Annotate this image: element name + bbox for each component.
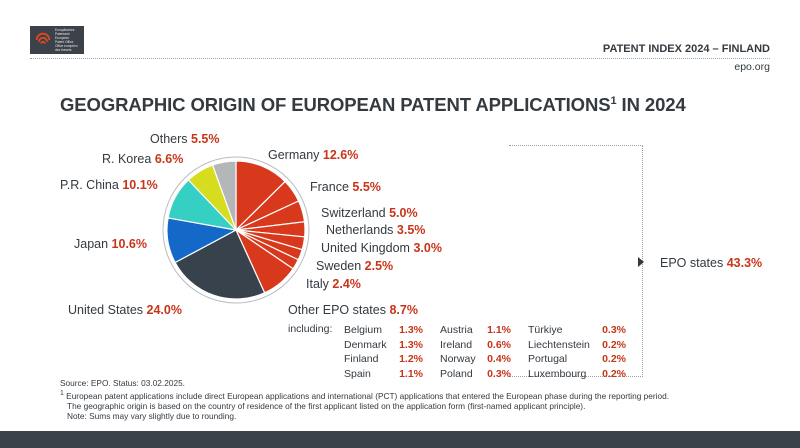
epo-url[interactable]: epo.org [734,61,770,73]
label-pr-china: P.R. China 10.1% [60,178,158,192]
label-italy: Italy 2.4% [306,277,361,291]
breakdown-item-austria: Austria 1.1% [440,324,511,336]
label-netherlands: Netherlands 3.5% [326,223,426,237]
label-united-states: United States 24.0% [68,303,182,317]
breakdown-item-portugal: Portugal 0.2% [528,353,626,365]
label-united-kingdom: United Kingdom 3.0% [321,241,442,255]
including-label: including: [288,323,333,335]
label-switzerland: Switzerland 5.0% [321,206,418,220]
breakdown-item-spain: Spain 1.1% [344,367,423,380]
breakdown-item-luxembourg: Luxembourg 0.2% [528,367,626,380]
epo-logo: Europäisches Patentamt European Patent Off… [30,26,84,54]
footer-bar [0,431,800,448]
header-divider [30,58,770,59]
rounding-note: Note: Sums may vary slightly due to roun… [67,411,237,422]
source-note: Source: EPO. Status: 03.02.2025. [60,378,185,388]
footnote-1-cont: The geographic origin is based on the co… [67,400,586,411]
epo-logo-icon [35,32,51,44]
label-france: France 5.5% [310,180,381,194]
label-japan: Japan 10.6% [74,237,147,251]
label-germany: Germany 12.6% [268,148,359,162]
breakdown-item-turkiye: Türkiye 0.3% [528,324,626,336]
breakdown-item-belgium: Belgium 1.3% [344,324,423,336]
breakdown-column-1: Belgium 1.3% Denmark 1.3% Finland 1.2% Spai… [344,323,423,381]
report-title: PATENT INDEX 2024 – FINLAND [602,43,770,55]
label-other-epo-states: Other EPO states 8.7% [288,303,418,317]
logo-wordmark: Europäisches Patentamt European Patent Off… [55,28,78,52]
breakdown-item-liechtenstein: Liechtenstein 0.2% [528,338,626,351]
pie-slice-united-states [174,229,266,300]
label-others: Others 5.5% [150,132,220,146]
label-sweden: Sweden 2.5% [316,259,394,273]
label-r-korea: R. Korea 6.6% [102,152,184,166]
breakdown-column-3: Türkiye 0.3% Liechtenstein 0.2% Portugal 0.… [528,323,626,381]
footnotes: Source: EPO. Status: 03.02.2025. 1 Europ… [60,378,669,422]
breakdown-item-poland: Poland 0.3% [440,367,511,380]
breakdown-item-denmark: Denmark 1.3% [344,338,423,351]
label-epo-states: EPO states 43.3% [660,256,763,270]
pie-slice-others [211,160,237,231]
breakdown-column-2: Austria 1.1% Ireland 0.6% Norway 0.4% Polan… [440,323,511,381]
page-title: GEOGRAPHIC ORIGIN OF EUROPEAN PATENT APP… [60,94,686,115]
breakdown-item-finland: Finland 1.2% [344,353,423,365]
breakdown-item-norway: Norway 0.4% [440,353,511,365]
epo-states-arrow-icon [638,257,644,267]
footnote-1: 1 European patent applications include d… [60,389,670,401]
breakdown-item-ireland: Ireland 0.6% [440,338,511,351]
